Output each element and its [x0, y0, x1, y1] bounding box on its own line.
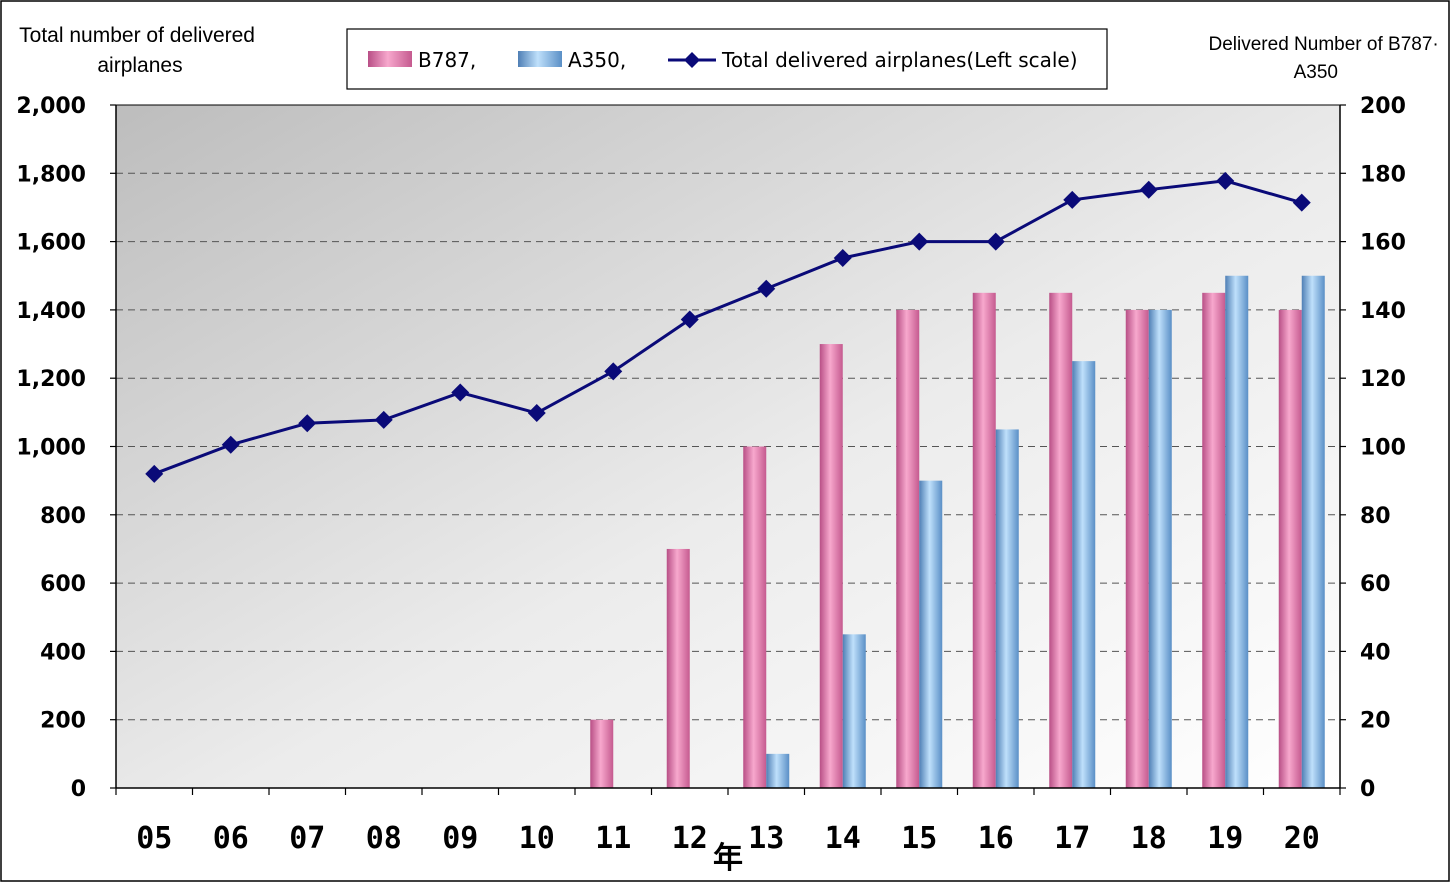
x-tick-label: 16 [978, 821, 1014, 856]
x-tick-label: 20 [1284, 821, 1320, 856]
total-line [153, 179, 1303, 476]
legend-box [346, 28, 1108, 90]
right-tick-label: 0 [1360, 777, 1375, 802]
x-tick-label: 10 [519, 821, 555, 856]
legend-swatch-b787 [368, 51, 412, 67]
left-tick-label: 2,000 [16, 94, 86, 119]
left-tick-label: 200 [40, 709, 86, 734]
bar-a350 [1148, 309, 1172, 788]
right-tick-label: 180 [1360, 162, 1406, 187]
bar-a350 [766, 753, 790, 788]
bar-a350 [1301, 275, 1325, 788]
right-axis-title: Delivered Number of B787· A350 [1209, 34, 1445, 83]
left-tick-label: 1,600 [16, 231, 86, 256]
total-point [374, 410, 393, 429]
x-tick-label: 19 [1207, 821, 1243, 856]
legend-label-total: Total delivered airplanes(Left scale) [721, 48, 1078, 72]
left-tick-label: 1,400 [16, 299, 86, 324]
total-point [298, 414, 317, 433]
left-axis-title: Total number of delivered airplanes [19, 24, 261, 77]
total-point [680, 310, 699, 329]
right-tick-label: 20 [1360, 709, 1391, 734]
bar-b787 [1278, 309, 1302, 788]
right-tick-label: 40 [1360, 640, 1391, 665]
x-tick-label: 11 [595, 821, 631, 856]
bar-b787 [1125, 309, 1149, 788]
total-point [527, 404, 546, 423]
left-tick-label: 400 [40, 640, 86, 665]
bar-series [590, 275, 1325, 788]
bar-b787 [1049, 292, 1073, 788]
x-tick-label: 18 [1131, 821, 1167, 856]
right-tick-label: 100 [1360, 436, 1406, 461]
right-tick-label: 60 [1360, 572, 1391, 597]
x-tick-label: 13 [748, 821, 784, 856]
x-tick-label: 09 [442, 821, 478, 856]
legend-swatch-a350 [518, 51, 562, 67]
total-point [1063, 190, 1082, 209]
right-y-ticks: 0 20 40 60 80 100 120 140 160 180 200 [1360, 94, 1406, 802]
total-point [145, 464, 164, 483]
axes [110, 104, 1346, 795]
x-tick-label: 15 [901, 821, 937, 856]
legend-label-a350: A350, [568, 48, 626, 72]
bar-b787 [896, 309, 920, 788]
bar-b787 [666, 548, 690, 788]
x-tick-label: 12 [672, 821, 708, 856]
total-point [604, 362, 623, 381]
x-tick-label: 06 [213, 821, 249, 856]
x-tick-label: 17 [1054, 821, 1090, 856]
right-tick-label: 80 [1360, 504, 1391, 529]
x-tick-label: 08 [366, 821, 402, 856]
bar-b787 [972, 292, 996, 788]
bar-a350 [995, 429, 1019, 788]
left-tick-label: 600 [40, 572, 86, 597]
x-ticks: 05 06 07 08 09 10 11 12 13 14 15 16 17 18 19 20 [136, 821, 1320, 856]
total-point [833, 248, 852, 267]
left-tick-label: 1,800 [16, 162, 86, 187]
bar-a350 [842, 634, 866, 788]
right-tick-label: 200 [1360, 94, 1406, 119]
bar-b787 [1202, 292, 1226, 788]
left-tick-label: 1,200 [16, 367, 86, 392]
x-tick-label: 05 [136, 821, 172, 856]
line-series [145, 171, 1311, 483]
right-tick-label: 140 [1360, 299, 1406, 324]
left-y-ticks: 0 200 400 600 800 1,000 1,200 1,400 1,600 1,800 2,… [16, 94, 86, 802]
bar-a350 [1225, 275, 1249, 788]
left-tick-label: 0 [71, 777, 86, 802]
total-point [1216, 171, 1235, 190]
total-point [910, 232, 929, 251]
total-point [1139, 180, 1158, 199]
legend-label-b787: B787, [418, 48, 476, 72]
bar-b787 [743, 446, 767, 788]
total-point [757, 279, 776, 298]
total-point [451, 383, 470, 402]
total-point [986, 232, 1005, 251]
right-tick-label: 120 [1360, 367, 1406, 392]
legend: B787, A350, Total delivered airplanes(Le… [346, 28, 1108, 90]
bar-b787 [819, 344, 843, 788]
left-tick-label: 800 [40, 504, 86, 529]
bar-b787 [590, 719, 614, 788]
left-tick-label: 1,000 [16, 436, 86, 461]
x-axis-title: 年 [713, 841, 743, 876]
x-tick-label: 14 [825, 821, 861, 856]
x-tick-label: 07 [289, 821, 325, 856]
total-point [1292, 193, 1311, 212]
bar-a350 [1072, 361, 1096, 788]
total-point [221, 435, 240, 454]
legend-marker-total [684, 52, 700, 68]
bar-a350 [919, 480, 943, 788]
right-tick-label: 160 [1360, 231, 1406, 256]
